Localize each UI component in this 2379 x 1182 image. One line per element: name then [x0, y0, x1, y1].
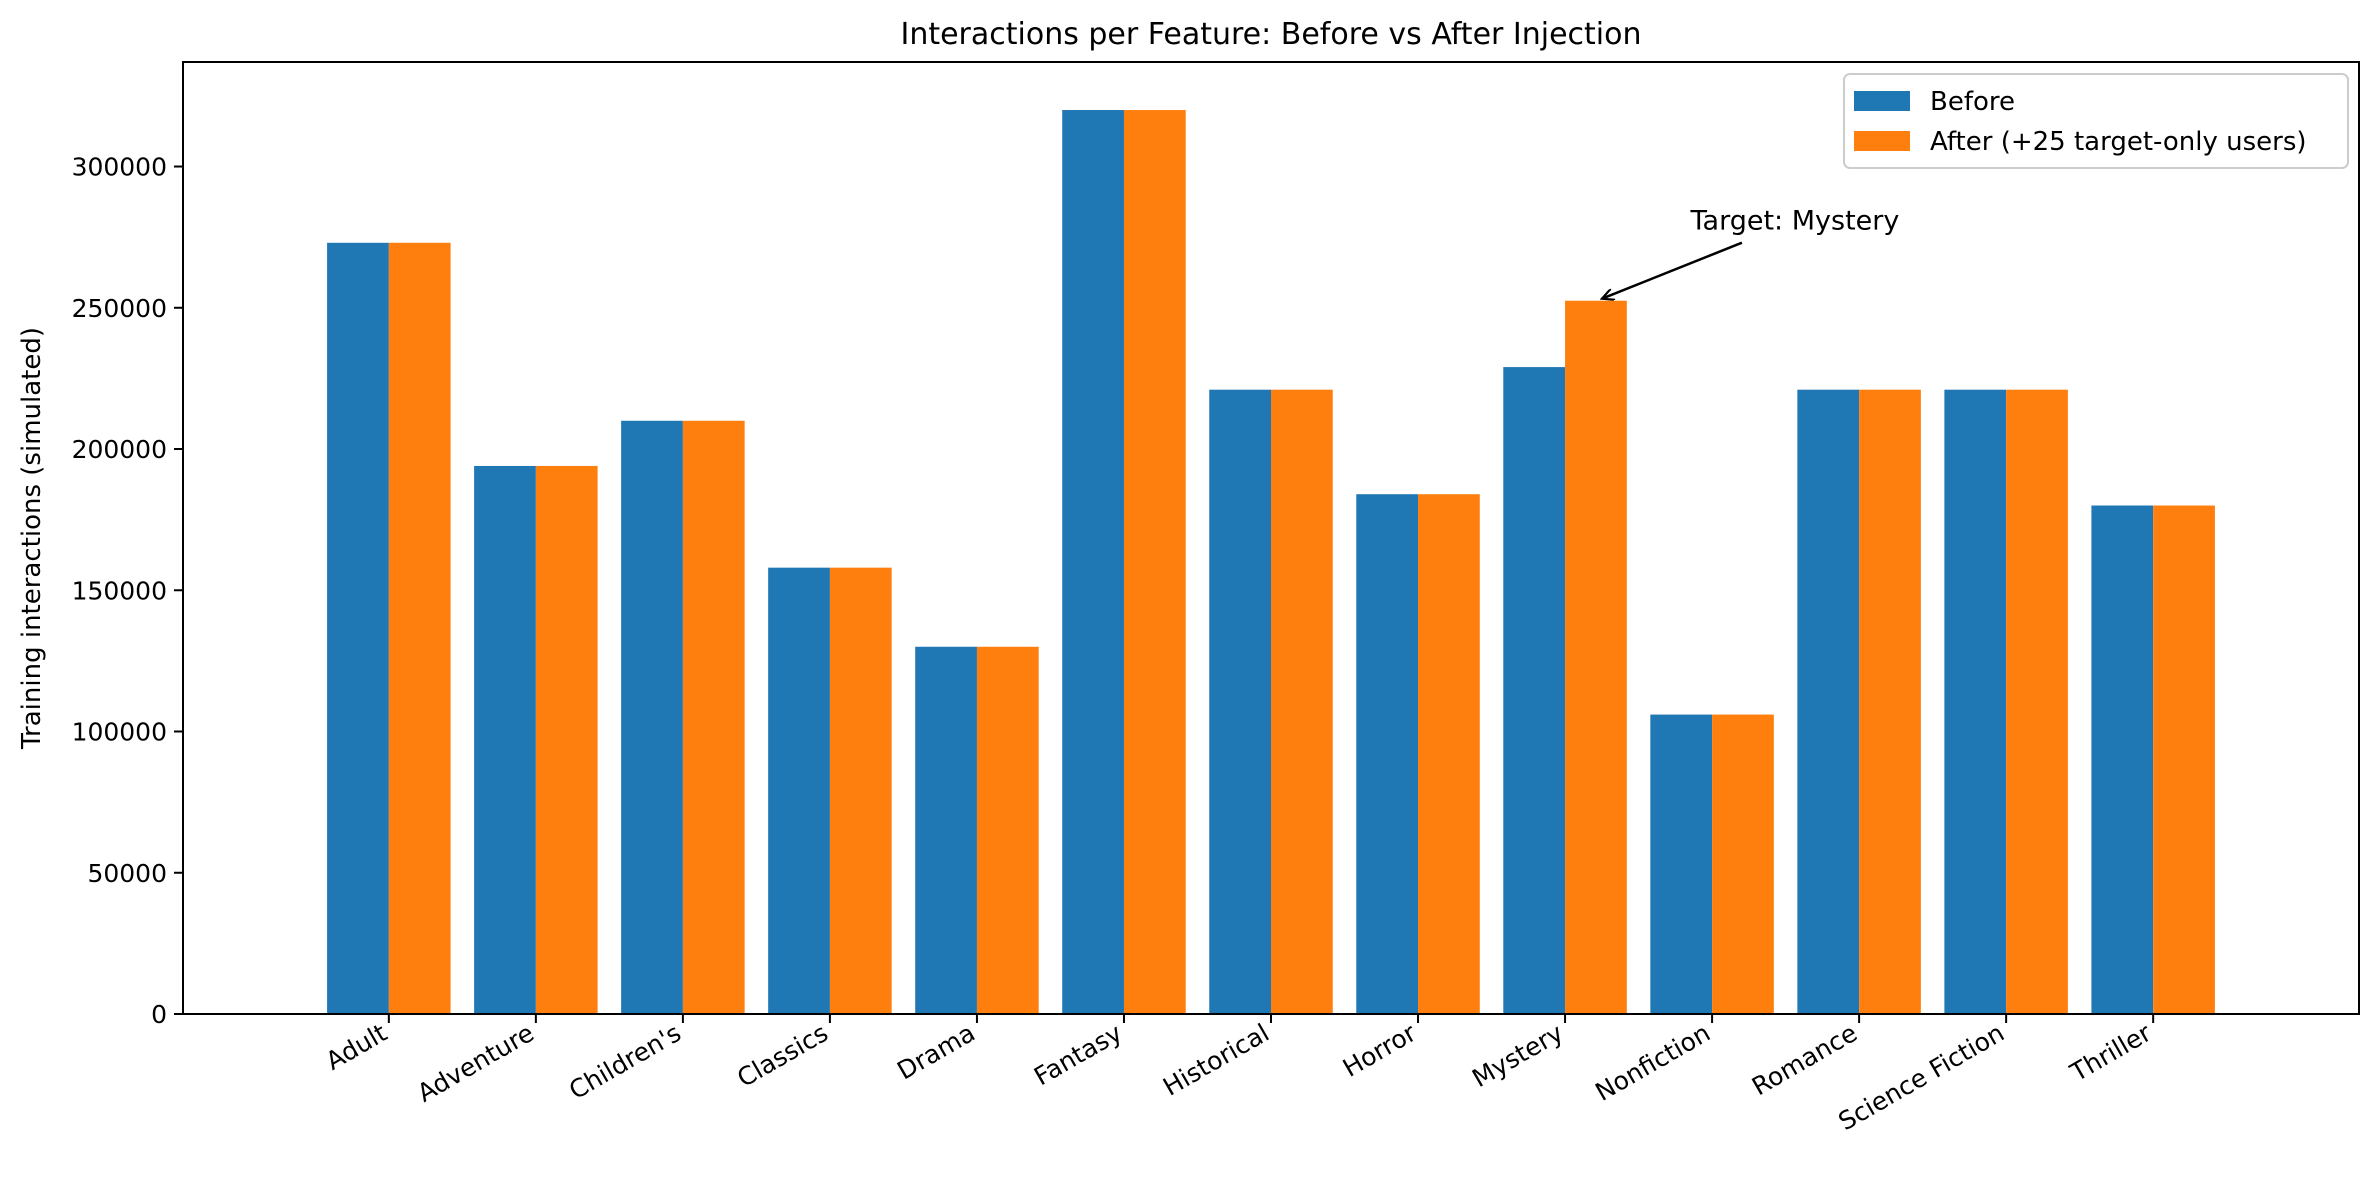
- bar-after-historical: [1271, 389, 1333, 1014]
- bar-after-nonfiction: [1712, 714, 1774, 1014]
- y-axis: 0 50000 100000 150000 200000 250000 300000: [72, 153, 183, 1029]
- y-tick-label: 150000: [72, 576, 167, 605]
- annotation: Target: Mystery: [1602, 206, 1899, 299]
- bar-after-science-fiction: [2006, 389, 2068, 1014]
- bar-before-children-s: [621, 420, 683, 1014]
- bar-before-classics: [768, 567, 830, 1014]
- bar-before-science-fiction: [1944, 389, 2007, 1014]
- legend-box: [1843, 73, 2349, 169]
- y-axis-label: Training interactions (simulated): [17, 327, 47, 750]
- chart-title: Interactions per Feature: Before vs Afte…: [900, 17, 1641, 52]
- legend-swatch-after: [1854, 131, 1910, 151]
- bar-before-adult: [327, 242, 389, 1014]
- series-after: [388, 110, 2215, 1015]
- bar-after-horror: [1418, 494, 1480, 1015]
- x-tick-label-drama: Drama: [892, 1018, 980, 1085]
- bar-after-adventure: [535, 465, 598, 1015]
- bar-after-romance: [1859, 389, 1921, 1014]
- bar-after-fantasy: [1123, 110, 1186, 1014]
- bar-after-thriller: [2153, 505, 2215, 1014]
- annotation-label: Target: Mystery: [1690, 206, 1900, 237]
- y-tick-label: 0: [151, 1000, 167, 1029]
- y-tick-label: 250000: [72, 294, 167, 323]
- plot-area: [327, 110, 2215, 1015]
- bar-after-mystery: [1565, 300, 1627, 1014]
- x-tick-label-romance: Romance: [1747, 1018, 1862, 1101]
- x-axis: Adult Adventure Children's Classics Drama Fan…: [321, 1014, 2157, 1136]
- annotation-arrow: [1602, 241, 1743, 299]
- bar-before-historical: [1209, 389, 1271, 1014]
- bar-before-drama: [915, 646, 977, 1014]
- bar-before-nonfiction: [1650, 714, 1713, 1014]
- plot-frame: [182, 61, 2360, 1015]
- legend-label-before: Before: [1930, 87, 2015, 117]
- bar-before-adventure: [474, 465, 536, 1015]
- x-tick-label-historical: Historical: [1158, 1018, 1274, 1102]
- legend-swatch-before: [1854, 91, 1910, 111]
- x-tick-label-horror: Horror: [1338, 1018, 1422, 1083]
- y-tick-label: 100000: [72, 718, 167, 747]
- bar-before-horror: [1356, 494, 1419, 1015]
- bar-after-drama: [976, 646, 1039, 1014]
- bar-after-classics: [829, 567, 892, 1014]
- series-before: [327, 110, 2154, 1015]
- x-tick-label-classics: Classics: [732, 1018, 833, 1093]
- x-tick-label-adult: Adult: [321, 1018, 392, 1076]
- bar-after-children-s: [682, 420, 745, 1014]
- x-tick-label-nonfiction: Nonfiction: [1590, 1018, 1715, 1107]
- legend-label-after: After (+25 target-only users): [1930, 127, 2307, 157]
- y-tick-label: 300000: [72, 153, 167, 182]
- bar-before-fantasy: [1062, 110, 1124, 1014]
- x-tick-label-fantasy: Fantasy: [1029, 1018, 1127, 1091]
- y-tick-label: 50000: [87, 859, 167, 888]
- x-tick-label-children-s: Children's: [564, 1018, 686, 1105]
- x-tick-label-adventure: Adventure: [412, 1018, 538, 1108]
- bar-before-mystery: [1503, 367, 1566, 1014]
- y-tick-label: 200000: [72, 435, 167, 464]
- bar-before-romance: [1797, 389, 1860, 1014]
- x-tick-label-mystery: Mystery: [1467, 1018, 1568, 1093]
- bar-after-adult: [388, 242, 451, 1014]
- legend: Before After (+25 target-only users): [1843, 73, 2349, 169]
- bar-before-thriller: [2091, 505, 2154, 1014]
- x-tick-label-science-fiction: Science Fiction: [1834, 1018, 2010, 1136]
- x-tick-label-thriller: Thriller: [2065, 1018, 2157, 1088]
